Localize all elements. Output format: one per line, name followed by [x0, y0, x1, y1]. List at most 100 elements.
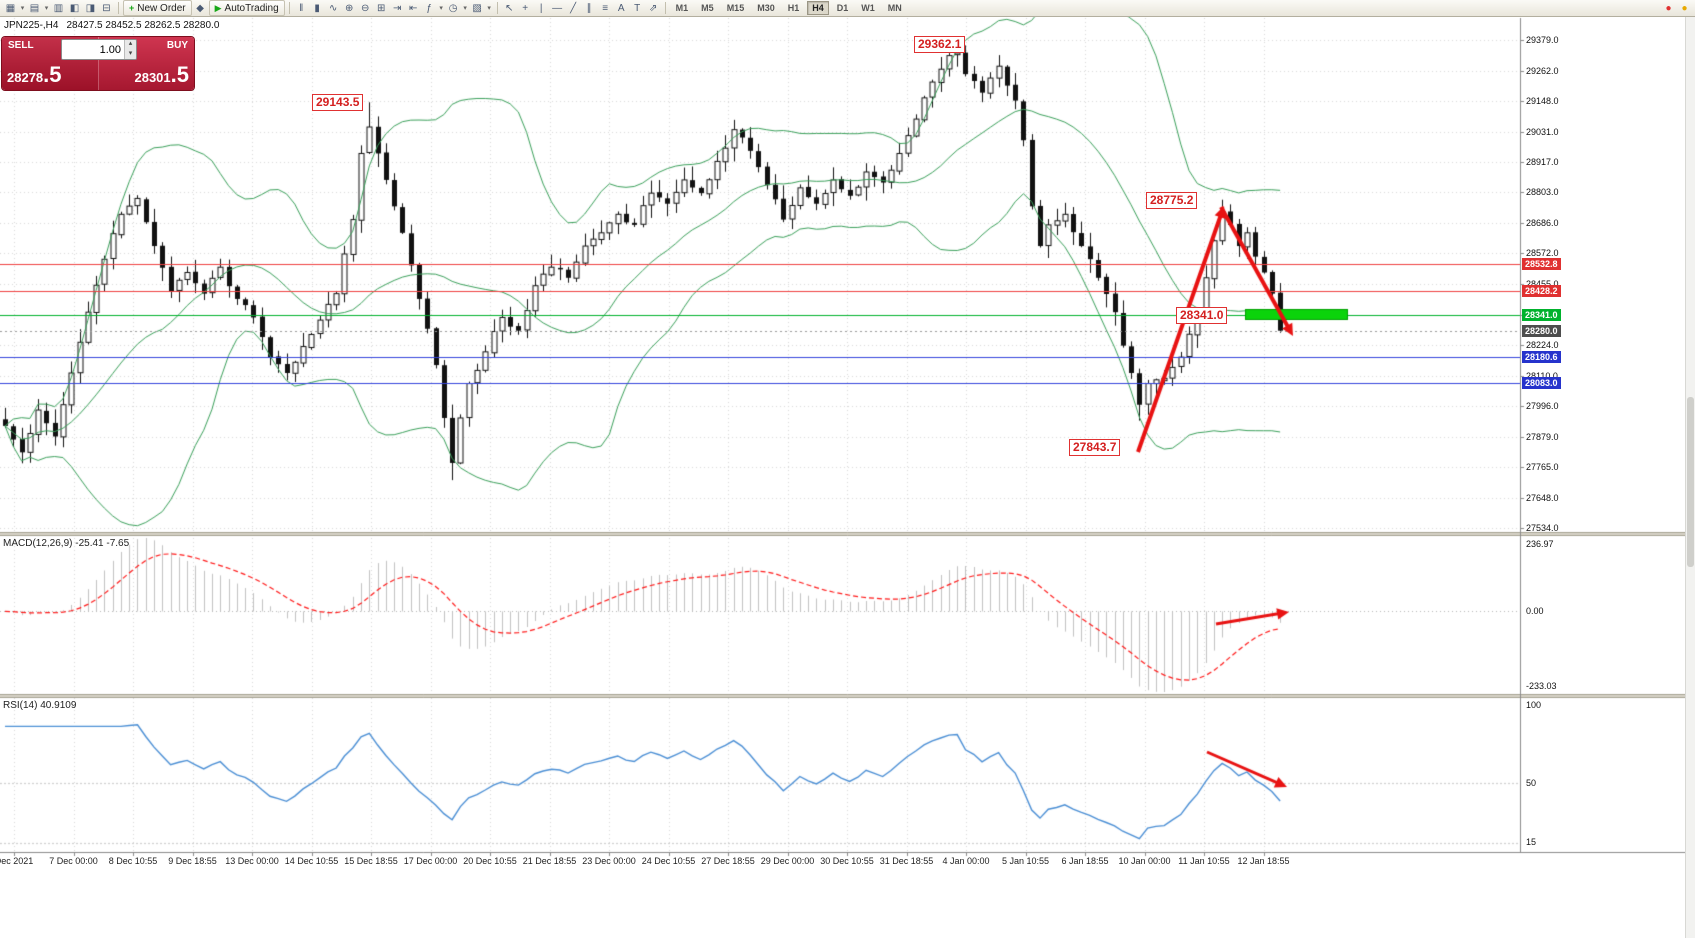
templates-caret-icon[interactable]: ▾	[487, 4, 491, 12]
chart-header: JPN225-,H4 28427.5 28452.5 28262.5 28280.…	[4, 20, 227, 31]
market-watch-icon[interactable]: ▥	[53, 2, 64, 14]
time-axis-label: 24 Dec 10:55	[641, 856, 696, 866]
price-axis-tick: 29379.0	[1526, 35, 1559, 45]
alert-icon[interactable]: ●	[1681, 2, 1688, 14]
time-axis-label: 4 Jan 00:00	[942, 856, 990, 866]
annotation-entry-zone[interactable]: 28341.0	[1176, 307, 1228, 324]
cursor-icon[interactable]: ↖	[504, 2, 514, 14]
resistance-lower-label: 28428.2	[1522, 285, 1561, 298]
arrows-icon[interactable]: ⇗	[648, 2, 658, 14]
timeframe-m15-button[interactable]: M15	[726, 3, 745, 13]
time-axis-label: 14 Dec 10:55	[284, 856, 339, 866]
macd-scale-max: 236.97	[1526, 539, 1554, 549]
time-axis-label: 13 Dec 00:00	[225, 856, 279, 866]
sell-price-pips: .5	[43, 62, 62, 87]
timeframe-d1-button[interactable]: D1	[836, 3, 849, 13]
terminal-icon[interactable]: ⊟	[102, 2, 111, 14]
channel-icon[interactable]: ∥	[586, 2, 592, 14]
indicators-icon[interactable]: ƒ	[426, 2, 432, 14]
time-axis-label: 11 Jan 10:55	[1178, 856, 1230, 866]
new-chart-icon[interactable]: ▦	[5, 2, 16, 14]
bar-chart-icon[interactable]: ‖	[299, 2, 304, 14]
templates-icon[interactable]: ▧	[472, 2, 482, 14]
crosshair-icon[interactable]: +	[522, 2, 529, 14]
timeframe-m1-button[interactable]: M1	[675, 3, 689, 13]
price-axis-tick: 28686.0	[1526, 218, 1559, 229]
time-axis-label: 9 Dec 18:55	[168, 856, 217, 866]
entry-level-label: 28341.0	[1522, 308, 1561, 321]
time-axis-label: 20 Dec 10:55	[463, 856, 517, 866]
trendline-icon[interactable]: ╱	[570, 2, 577, 14]
price-axis-tick: 28110.0	[1526, 370, 1558, 381]
tile-windows-icon[interactable]: ⊞	[376, 2, 386, 14]
timeframe-mn-button[interactable]: MN	[887, 3, 902, 13]
data-window-icon[interactable]: ◧	[69, 2, 80, 14]
periods-icon[interactable]: ◷	[448, 2, 458, 14]
bid-price-label: 28280.0	[1522, 324, 1561, 337]
new-chart-caret-icon[interactable]: ▾	[20, 4, 25, 12]
toolbar: ▦ ▾ ▤ ▾ ▥ ◧ ◨ ⊟ + New Order ◆ ▶ AutoTrading ‖ ▮ ∿ ⊕ ⊖ ⊞ ⇥ ⇤ ƒ…	[0, 0, 1695, 17]
timeframe-h1-button[interactable]: H1	[787, 3, 800, 13]
annotation-swing-low[interactable]: 27843.7	[1069, 439, 1121, 456]
navigator-icon[interactable]: ◨	[85, 2, 96, 14]
volume-up-button[interactable]: ▴	[128, 40, 133, 47]
annotation-december-high[interactable]: 29143.5	[312, 94, 364, 111]
volume-spinner: ▴ ▾	[124, 40, 136, 59]
price-axis-tick: 29262.0	[1526, 65, 1559, 76]
annotation-january-high[interactable]: 29362.1	[914, 36, 966, 53]
scrollbar-thumb[interactable]	[1687, 397, 1694, 567]
text-icon[interactable]: A	[617, 2, 625, 14]
auto-scroll-icon[interactable]: ⇥	[392, 2, 402, 14]
volume-input[interactable]	[62, 40, 124, 59]
macd-indicator-label: MACD(12,26,9) -25.41 -7.65	[3, 538, 130, 549]
sell-price-main: 28278	[7, 70, 44, 85]
autotrading-button-icon: ▶	[214, 2, 222, 13]
price-axis-tick: 28572.0	[1526, 248, 1559, 259]
new-order-button-icon: +	[129, 3, 135, 13]
rsi-scale-100: 100	[1526, 700, 1542, 710]
rsi-indicator-label: RSI(14) 40.9109	[3, 700, 77, 711]
annotation-lower-high[interactable]: 28775.2	[1146, 192, 1198, 209]
timeframe-w1-button[interactable]: W1	[861, 3, 875, 13]
price-axis-tick: 27534.0	[1526, 523, 1559, 533]
macd-scale-zero: 0.00	[1526, 606, 1544, 617]
timeframe-m5-button[interactable]: M5	[701, 3, 714, 13]
candlestick-chart-icon[interactable]: ▮	[314, 2, 320, 14]
autotrading-button[interactable]: ▶ AutoTrading	[208, 0, 285, 16]
price-axis-tick: 27996.0	[1526, 400, 1559, 411]
time-axis-label: 8 Dec 10:55	[108, 856, 158, 866]
zoom-out-icon[interactable]: ⊖	[360, 2, 370, 14]
chart-shift-icon[interactable]: ⇤	[408, 2, 418, 14]
vertical-scrollbar[interactable]	[1685, 17, 1695, 938]
timeframe-h4-button[interactable]: H4	[807, 1, 829, 15]
profiles-caret-icon[interactable]: ▾	[44, 4, 49, 12]
horizontal-line-icon[interactable]: —	[552, 2, 563, 14]
price-axis-tick: 27765.0	[1526, 461, 1559, 472]
sell-price: 28278.5	[7, 64, 62, 87]
vertical-line-icon[interactable]: |	[539, 2, 543, 14]
new-order-button-label: New Order	[137, 2, 186, 14]
price-axis-tick: 27879.0	[1526, 431, 1559, 442]
time-axis-label: 5 Jan 10:55	[1001, 856, 1050, 866]
profiles-icon[interactable]: ▤	[29, 2, 40, 14]
symbol-period-label: JPN225-,H4	[4, 20, 59, 31]
timeframe-m30-button[interactable]: M30	[757, 3, 775, 13]
volume-down-button[interactable]: ▾	[128, 49, 133, 57]
fibonacci-icon[interactable]: ≡	[602, 2, 609, 14]
price-axis-tick: 28224.0	[1526, 340, 1559, 351]
label-icon[interactable]: T	[634, 2, 641, 14]
metaeditor-icon[interactable]: ◆	[196, 2, 204, 14]
one-click-trading-panel: SELL 28278.5 BUY 28301.5 ▴ ▾	[2, 37, 194, 90]
new-order-button[interactable]: + New Order	[123, 0, 192, 16]
zoom-in-icon[interactable]: ⊕	[344, 2, 354, 14]
periods-caret-icon[interactable]: ▾	[463, 4, 467, 12]
time-axis-label: 10 Jan 00:00	[1118, 856, 1171, 866]
toolbar-separator	[118, 2, 119, 14]
price-axis-tick: 29148.0	[1526, 96, 1559, 107]
line-chart-icon[interactable]: ∿	[328, 2, 338, 14]
time-axis-label: Dec 2021	[0, 856, 34, 866]
buy-price: 28301.5	[134, 64, 189, 87]
record-icon[interactable]: ●	[1665, 2, 1672, 14]
indicators-caret-icon[interactable]: ▾	[439, 4, 443, 12]
